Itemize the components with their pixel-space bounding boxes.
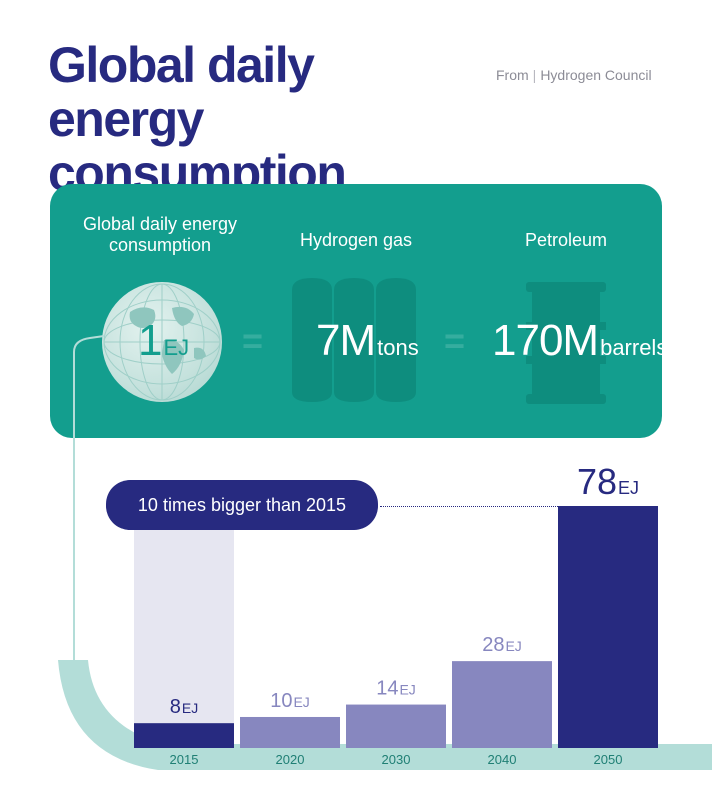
bar-2040 bbox=[452, 661, 552, 748]
data-label-unit: EJ bbox=[618, 478, 639, 498]
data-label-2015: 8EJ bbox=[170, 696, 198, 718]
petroleum-label: Petroleum bbox=[524, 230, 608, 250]
hydrogen-tanks-icon bbox=[292, 278, 416, 402]
petroleum-number: 170M bbox=[492, 316, 599, 365]
hydrogen-unit: tons bbox=[377, 335, 419, 360]
bar-2020 bbox=[240, 716, 340, 748]
data-label-unit: EJ bbox=[293, 694, 309, 710]
data-label-number: 28 bbox=[482, 634, 504, 656]
oil-barrel-icon bbox=[526, 282, 606, 404]
petroleum-value: 170Mbarrels bbox=[492, 316, 667, 366]
data-label-unit: EJ bbox=[399, 682, 415, 698]
energy-label: Global daily energy consumption bbox=[82, 214, 238, 255]
hydrogen-label: Hydrogen gas bbox=[299, 230, 413, 250]
energy-value: 1EJ bbox=[138, 316, 189, 366]
source-name: Hydrogen Council bbox=[540, 67, 652, 83]
annotation-banner: 10 times bigger than 2015 bbox=[106, 480, 378, 530]
data-label-number: 78 bbox=[577, 461, 617, 502]
data-label-unit: EJ bbox=[182, 700, 198, 716]
connector-line bbox=[73, 335, 105, 660]
tick-label-2040: 2040 bbox=[488, 752, 517, 767]
source-prefix: From bbox=[496, 67, 529, 83]
energy-unit: EJ bbox=[163, 335, 190, 360]
data-label-number: 14 bbox=[376, 678, 398, 700]
data-label-2050: 78EJ bbox=[577, 461, 639, 502]
data-label-2040: 28EJ bbox=[482, 634, 522, 656]
bar-2015 bbox=[134, 723, 234, 748]
source-credit: From | Hydrogen Council bbox=[496, 67, 652, 83]
petroleum-unit: barrels bbox=[600, 335, 668, 360]
source-separator: | bbox=[532, 67, 537, 83]
data-label-number: 10 bbox=[270, 690, 292, 712]
bar-2030 bbox=[346, 704, 446, 748]
equals-sign-2: = bbox=[444, 320, 466, 361]
data-label-2020: 10EJ bbox=[270, 690, 310, 712]
data-label-2030: 14EJ bbox=[376, 678, 416, 700]
data-label-number: 8 bbox=[170, 696, 181, 718]
bar-2050 bbox=[558, 506, 658, 748]
data-label-unit: EJ bbox=[505, 638, 521, 654]
tick-label-2020: 2020 bbox=[276, 752, 305, 767]
hydrogen-value: 7Mtons bbox=[316, 316, 419, 366]
globe-icon bbox=[102, 282, 222, 402]
tick-label-2015: 2015 bbox=[170, 752, 199, 767]
tick-label-2050: 2050 bbox=[594, 752, 623, 767]
equals-sign-1: = bbox=[242, 320, 264, 361]
baseline-highlight bbox=[134, 528, 234, 748]
tick-label-2030: 2030 bbox=[382, 752, 411, 767]
hydrogen-number: 7M bbox=[316, 316, 376, 365]
annotation-guide-line bbox=[380, 506, 558, 507]
energy-number: 1 bbox=[138, 316, 163, 365]
